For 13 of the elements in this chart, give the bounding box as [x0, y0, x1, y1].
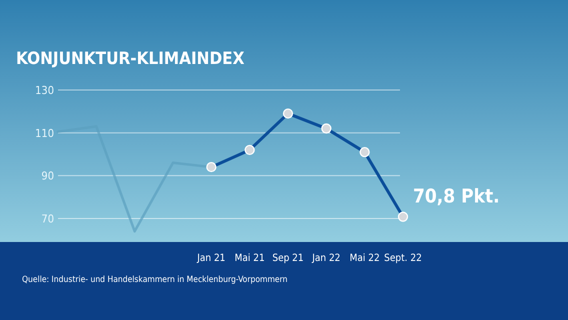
y-tick-label: 110 [35, 126, 54, 140]
x-tick-label: Sep 21 [272, 253, 304, 264]
y-tick-label: 70 [41, 212, 54, 226]
x-tick-label: Jan 21 [196, 253, 226, 264]
x-tick-label: Mai 22 [350, 253, 380, 264]
chart-title: KONJUNKTUR-KLIMAINDEX [16, 49, 245, 69]
x-tick-label: Jan 22 [311, 253, 340, 264]
source-note: Quelle: Industrie- und Handelskammern in Mecklenburg-Vorpommern [22, 275, 288, 285]
y-tick-label: 90 [41, 170, 54, 183]
y-tick-label: 130 [35, 84, 54, 97]
x-tick-label: Mai 21 [234, 253, 265, 264]
x-tick-label: Sept. 22 [384, 253, 422, 264]
data-label: 70,8 Pkt. [413, 186, 500, 208]
